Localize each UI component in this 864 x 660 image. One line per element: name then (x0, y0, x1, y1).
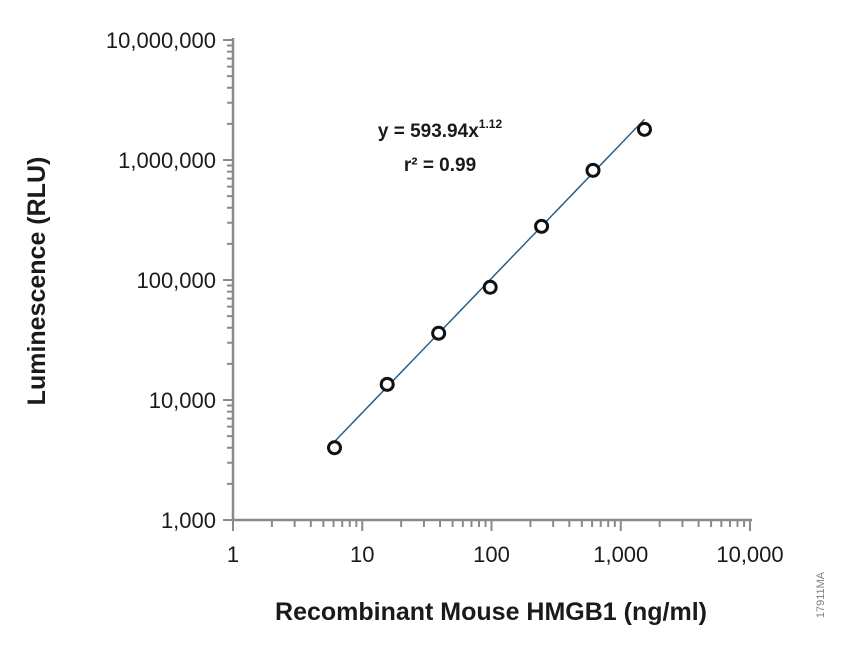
fit-equation: y = 593.94x1.12 (378, 117, 503, 142)
data-point (585, 162, 601, 178)
tick-labels: 1,000 10,000 100,000 1,000,000 10,000,000 1 10… (106, 28, 784, 567)
data-point (636, 121, 652, 137)
ticks (223, 39, 751, 531)
y-tick-label: 100,000 (136, 268, 216, 293)
y-axis-title: Luminescence (RLU) (23, 157, 51, 406)
data-points (327, 121, 652, 456)
data-point (482, 279, 498, 295)
axes (231, 38, 752, 522)
data-point (327, 440, 343, 456)
x-axis-title: Recombinant Mouse HMGB1 (ng/ml) (275, 598, 707, 626)
data-point (379, 376, 395, 392)
data-point (431, 325, 447, 341)
fit-equation-exponent: 1.12 (479, 117, 503, 131)
x-tick-label: 10,000 (716, 542, 783, 567)
x-tick-label: 100 (473, 542, 510, 567)
y-tick-label: 1,000,000 (118, 148, 216, 173)
x-tick-label: 10 (350, 542, 374, 567)
y-tick-label: 10,000 (149, 388, 216, 413)
y-tick-label: 1,000 (161, 508, 216, 533)
fit-equation-text: y = 593.94x (378, 121, 479, 142)
y-tick-label: 10,000,000 (106, 28, 216, 53)
x-tick-label: 1,000 (593, 542, 648, 567)
data-point (534, 218, 550, 234)
fit-r-squared: r² = 0.99 (404, 155, 476, 176)
x-tick-label: 1 (227, 542, 239, 567)
figure-code: 17911MA (815, 571, 827, 618)
